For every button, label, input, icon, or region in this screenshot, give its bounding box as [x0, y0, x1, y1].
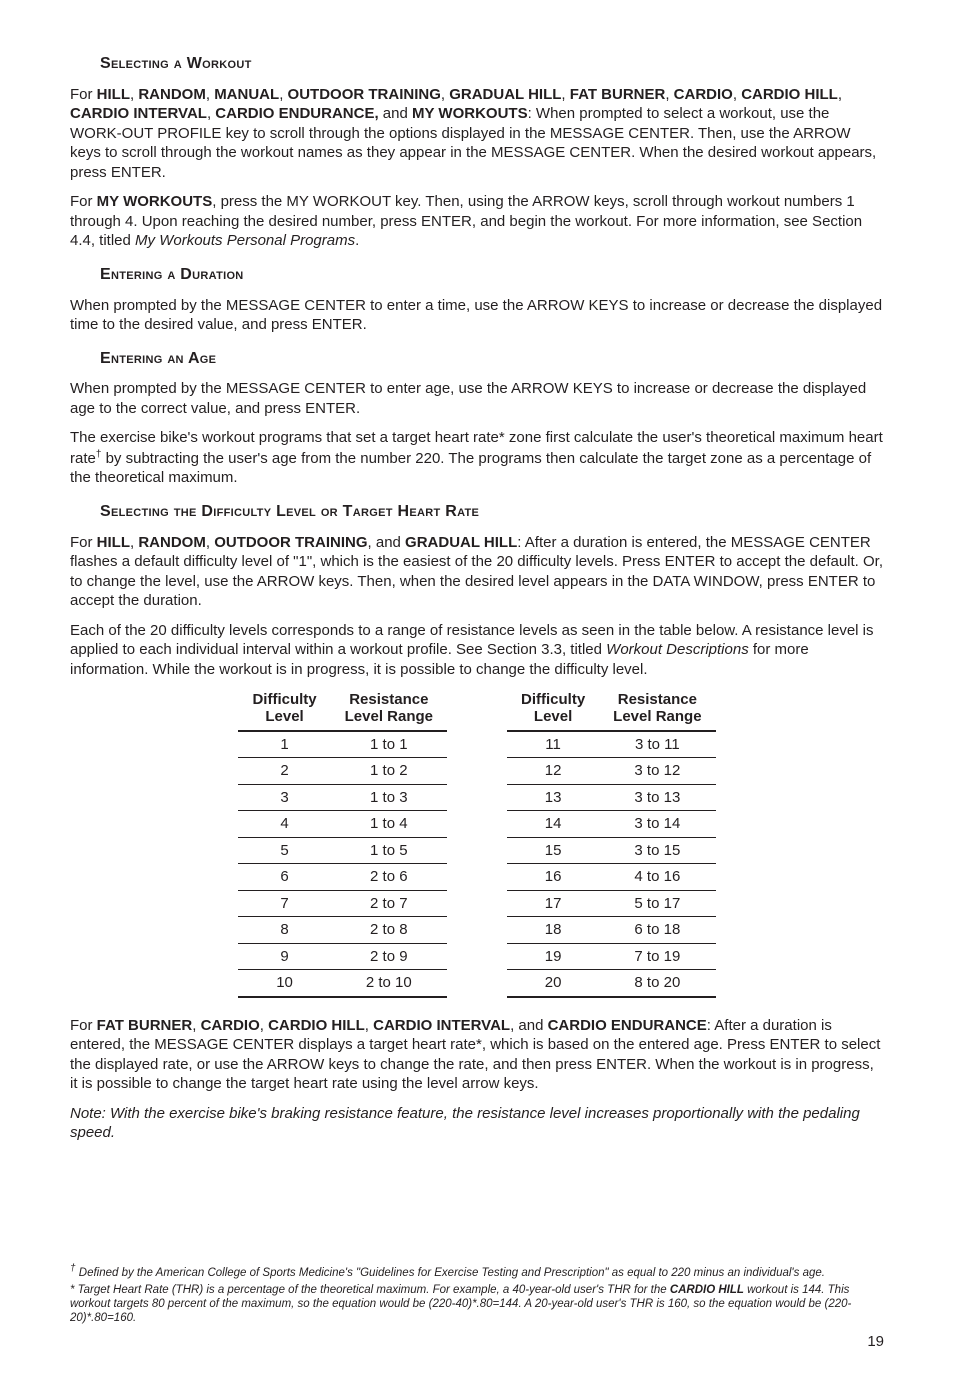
heading-difficulty: Selecting the Difficulty Level or Target…	[100, 502, 884, 523]
page-number: 19	[70, 1332, 884, 1352]
footnote-dagger: † Defined by the American College of Spo…	[70, 1263, 884, 1281]
table-row: 92 to 9	[238, 943, 447, 970]
table-row: 102 to 10	[238, 970, 447, 997]
difficulty-table-right: DifficultyLevel ResistanceLevel Range 11…	[507, 689, 716, 998]
heading-entering-duration: Entering a Duration	[100, 265, 884, 286]
table-row: 143 to 14	[507, 811, 716, 838]
para-my-workouts: For MY WORKOUTS, press the MY WORKOUT ke…	[70, 192, 884, 251]
th-resistance: ResistanceLevel Range	[599, 689, 715, 731]
note-braking: Note: With the exercise bike's braking r…	[70, 1104, 884, 1143]
para-duration: When prompted by the MESSAGE CENTER to e…	[70, 296, 884, 335]
th-difficulty: DifficultyLevel	[507, 689, 599, 731]
table-row: 123 to 12	[507, 758, 716, 785]
table-row: 153 to 15	[507, 837, 716, 864]
table-row: 72 to 7	[238, 890, 447, 917]
table-row: 164 to 16	[507, 864, 716, 891]
para-age: When prompted by the MESSAGE CENTER to e…	[70, 379, 884, 418]
para-workout-programs: For HILL, RANDOM, MANUAL, OUTDOOR TRAINI…	[70, 85, 884, 183]
heading-entering-age: Entering an Age	[100, 349, 884, 370]
table-row: 31 to 3	[238, 784, 447, 811]
table-row: 197 to 19	[507, 943, 716, 970]
para-difficulty-explain: Each of the 20 difficulty levels corresp…	[70, 621, 884, 680]
table-row: 133 to 13	[507, 784, 716, 811]
footnotes: † Defined by the American College of Spo…	[70, 1263, 884, 1326]
footnote-star: * Target Heart Rate (THR) is a percentag…	[70, 1284, 884, 1325]
table-row: 21 to 2	[238, 758, 447, 785]
table-row: 11 to 1	[238, 731, 447, 758]
para-difficulty-programs: For HILL, RANDOM, OUTDOOR TRAINING, and …	[70, 533, 884, 611]
heading-selecting-workout: Selecting a Workout	[100, 54, 884, 75]
para-cardio-programs: For FAT BURNER, CARDIO, CARDIO HILL, CAR…	[70, 1016, 884, 1094]
table-row: 62 to 6	[238, 864, 447, 891]
table-row: 41 to 4	[238, 811, 447, 838]
difficulty-table-left: DifficultyLevel ResistanceLevel Range 11…	[238, 689, 447, 998]
table-row: 51 to 5	[238, 837, 447, 864]
th-difficulty: DifficultyLevel	[238, 689, 330, 731]
table-row: 113 to 11	[507, 731, 716, 758]
para-max-hr: The exercise bike's workout programs tha…	[70, 428, 884, 488]
table-row: 208 to 20	[507, 970, 716, 997]
table-row: 186 to 18	[507, 917, 716, 944]
th-resistance: ResistanceLevel Range	[331, 689, 447, 731]
table-row: 82 to 8	[238, 917, 447, 944]
table-row: 175 to 17	[507, 890, 716, 917]
difficulty-table: DifficultyLevel ResistanceLevel Range 11…	[70, 689, 884, 998]
